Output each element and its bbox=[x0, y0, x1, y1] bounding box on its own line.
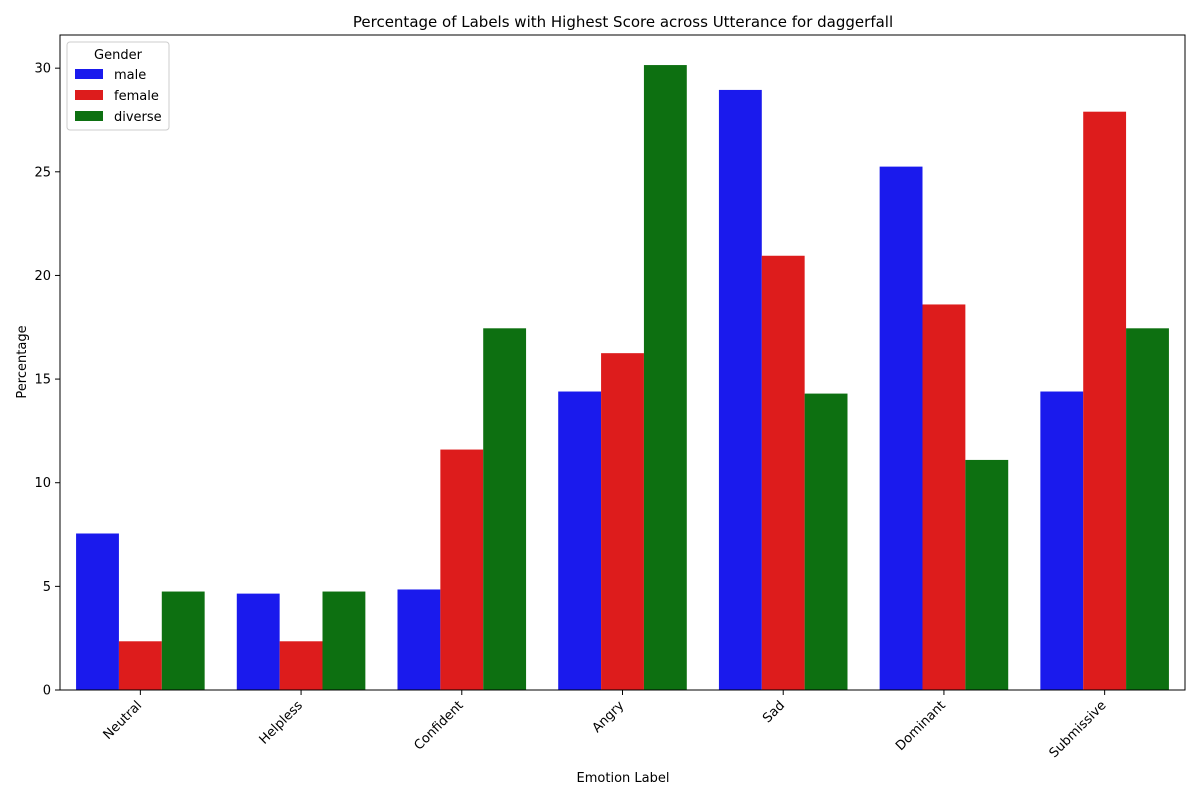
y-axis-label: Percentage bbox=[15, 325, 30, 398]
x-tick-label-helpless: Helpless bbox=[257, 698, 307, 748]
bar-diverse-neutral bbox=[161, 591, 205, 690]
y-tick-label: 5 bbox=[43, 580, 51, 595]
series-diverse bbox=[161, 65, 1169, 690]
y-tick-label: 25 bbox=[34, 165, 51, 180]
bar-female-dominant bbox=[922, 304, 966, 690]
legend-swatch-female bbox=[75, 90, 103, 100]
bar-male-angry bbox=[558, 391, 602, 690]
y-tick-label: 0 bbox=[43, 684, 51, 699]
x-tick-label-confident: Confident bbox=[411, 698, 466, 753]
bar-diverse-confident bbox=[483, 328, 527, 690]
bar-diverse-helpless bbox=[322, 591, 366, 690]
bar-female-neutral bbox=[118, 641, 162, 690]
x-tick-label-angry: Angry bbox=[590, 698, 628, 736]
bar-female-confident bbox=[440, 449, 484, 690]
series-male bbox=[76, 89, 1084, 691]
bar-female-angry bbox=[601, 353, 644, 690]
y-tick-label: 30 bbox=[34, 62, 51, 77]
x-tick-label-dominant: Dominant bbox=[893, 698, 949, 754]
plot-area: 0 5 10 15 20 25 30 Neutral Helpless Confident Angr… bbox=[34, 34, 1186, 761]
bar-female-helpless bbox=[279, 641, 323, 690]
x-tick-label-sad: Sad bbox=[760, 698, 788, 726]
x-tick-label-neutral: Neutral bbox=[101, 698, 146, 743]
bar-male-confident bbox=[397, 589, 441, 690]
bar-diverse-dominant bbox=[965, 459, 1009, 690]
legend-box bbox=[66, 41, 170, 131]
chart-title: Percentage of Labels with Highest Score … bbox=[353, 13, 893, 31]
y-tick-label: 15 bbox=[34, 373, 51, 388]
bar-diverse-submissive bbox=[1126, 328, 1169, 690]
legend-swatch-male bbox=[75, 69, 103, 79]
bar-male-sad bbox=[718, 89, 762, 691]
bar-male-neutral bbox=[76, 533, 119, 690]
bar-male-submissive bbox=[1040, 391, 1084, 690]
legend: Gender male female diverse bbox=[66, 41, 170, 131]
series-female bbox=[118, 111, 1127, 690]
legend-label-diverse: diverse bbox=[114, 110, 162, 125]
bar-male-dominant bbox=[879, 166, 923, 690]
bar-male-helpless bbox=[236, 593, 280, 690]
y-tick-label: 20 bbox=[34, 269, 51, 284]
legend-title: Gender bbox=[94, 48, 143, 63]
bar-female-sad bbox=[761, 255, 805, 690]
legend-swatch-diverse bbox=[75, 111, 103, 121]
bar-diverse-angry bbox=[643, 65, 687, 690]
y-tick-label: 10 bbox=[34, 476, 51, 491]
bar-female-submissive bbox=[1083, 111, 1127, 690]
x-tick-label-submissive: Submissive bbox=[1047, 698, 1110, 761]
x-axis-label: Emotion Label bbox=[577, 771, 670, 786]
bar-diverse-sad bbox=[804, 393, 848, 690]
legend-label-female: female bbox=[114, 89, 159, 104]
legend-label-male: male bbox=[114, 68, 146, 83]
